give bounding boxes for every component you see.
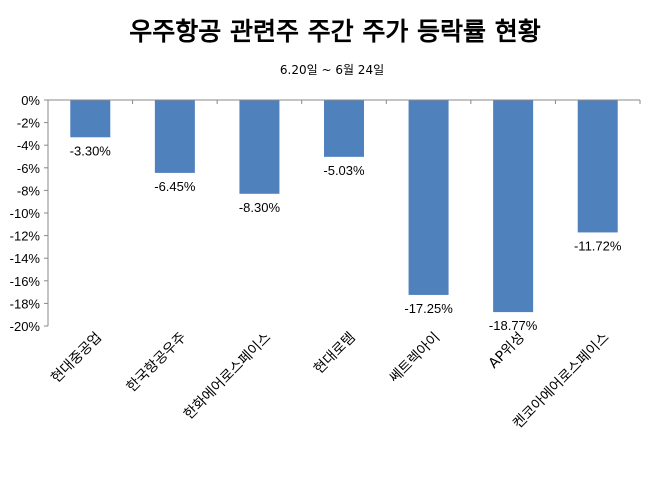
y-tick-label: -20% <box>10 319 41 334</box>
x-category-label: 쎄트렉아이 <box>387 330 444 387</box>
chart-title: 우주항공 관련주 주간 주가 등락률 현황 <box>129 17 541 46</box>
bar <box>493 100 534 313</box>
y-tick-label: -12% <box>10 229 41 244</box>
chart-subtitle: 6.20일 ~ 6월 24일 <box>280 63 384 77</box>
y-tick-label: -4% <box>17 138 41 153</box>
data-label: -6.45% <box>154 179 196 194</box>
x-category-label: 현대중공업 <box>48 330 105 387</box>
x-category-label: 현대로템 <box>311 330 359 378</box>
data-label: -8.30% <box>239 200 281 215</box>
data-label: -17.25% <box>404 301 453 316</box>
y-tick-label: -16% <box>10 274 41 289</box>
bar <box>154 100 195 173</box>
bar <box>239 100 280 194</box>
data-label: -11.72% <box>574 238 622 253</box>
bar <box>324 100 364 157</box>
bar <box>577 100 618 233</box>
y-tick-label: -2% <box>17 116 41 131</box>
y-tick-label: 0% <box>21 93 40 108</box>
x-category-label: 켄코아에어로스페이스 <box>510 329 612 431</box>
y-tick-label: -18% <box>10 296 41 311</box>
x-category-label: 한화에어로스페이스 <box>181 329 274 422</box>
x-category-label: AP위성 <box>486 330 528 372</box>
bar <box>408 100 449 295</box>
data-label: -3.30% <box>70 143 112 158</box>
data-label: -18.77% <box>489 318 538 333</box>
x-category-label: 한국항공우주 <box>124 329 190 395</box>
y-tick-label: -14% <box>10 251 41 266</box>
y-tick-label: -8% <box>17 183 41 198</box>
y-tick-label: -10% <box>10 206 41 221</box>
y-tick-label: -6% <box>17 161 41 176</box>
data-label: -5.03% <box>323 163 365 178</box>
bar <box>70 100 111 138</box>
